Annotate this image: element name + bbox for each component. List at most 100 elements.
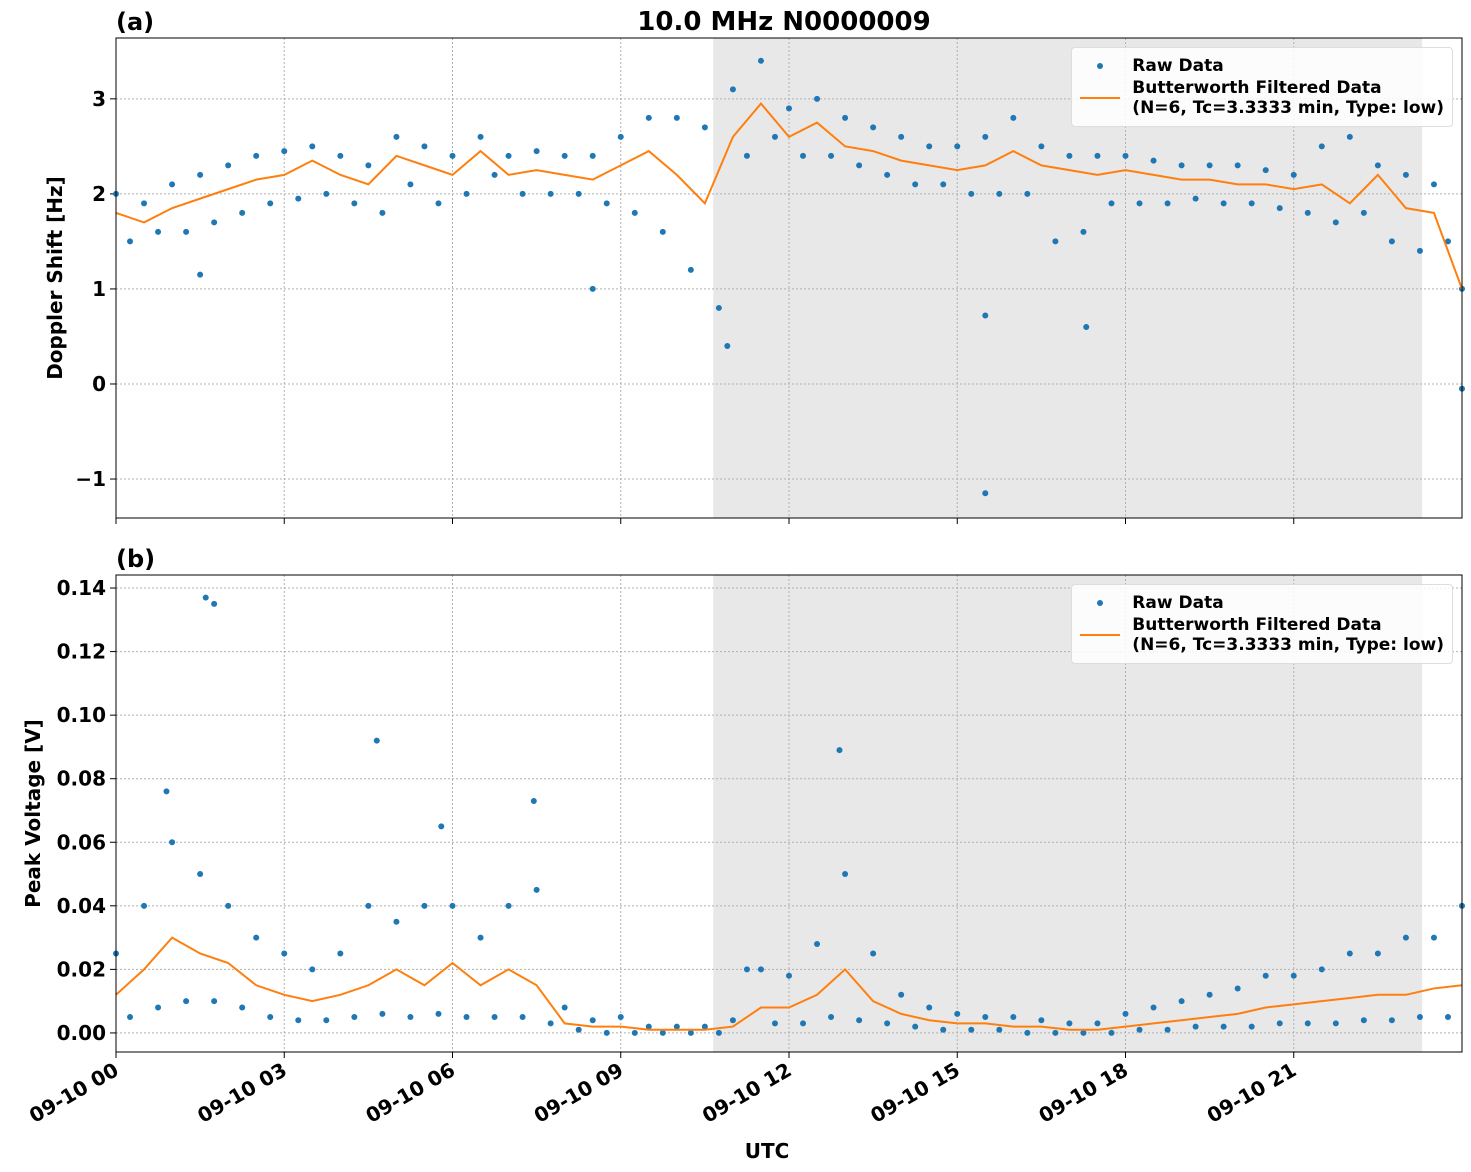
- data-point: [926, 143, 933, 150]
- y-tick-label: 0.10: [57, 703, 106, 727]
- data-point: [365, 162, 372, 169]
- data-point: [771, 1020, 778, 1027]
- data-point: [589, 285, 596, 292]
- legend-key: [1080, 78, 1121, 99]
- data-point: [225, 162, 232, 169]
- data-point: [828, 152, 835, 159]
- y-axis-label: Doppler Shift [Hz]: [43, 176, 67, 380]
- data-point: [379, 209, 386, 216]
- data-point: [1192, 195, 1199, 202]
- data-point: [743, 152, 750, 159]
- data-point: [337, 152, 344, 159]
- data-point: [155, 228, 162, 235]
- legend-label: Butterworth Filtered Data (N=6, Tc=3.333…: [1132, 615, 1444, 655]
- legend: Raw Data Butterworth Filtered Data (N=6, …: [1071, 584, 1453, 664]
- data-point: [1094, 152, 1101, 159]
- data-point: [267, 1014, 274, 1021]
- data-point: [435, 1010, 442, 1017]
- data-point: [547, 190, 554, 197]
- data-point: [1206, 162, 1213, 169]
- data-point: [309, 966, 316, 973]
- legend-entry: Butterworth Filtered Data (N=6, Tc=3.333…: [1080, 78, 1444, 118]
- data-point: [1276, 1020, 1283, 1027]
- data-point: [225, 902, 232, 909]
- data-point: [1444, 1014, 1451, 1021]
- data-point: [505, 902, 512, 909]
- data-point: [645, 114, 652, 121]
- data-point: [1276, 205, 1283, 212]
- data-point: [715, 304, 722, 311]
- data-point: [1346, 133, 1353, 140]
- data-point: [183, 228, 190, 235]
- data-point: [211, 600, 218, 607]
- data-point: [842, 871, 849, 878]
- data-point: [898, 991, 905, 998]
- x-tick-label: 09-10 06: [361, 1058, 459, 1128]
- data-point: [884, 1020, 891, 1027]
- data-point: [1052, 1029, 1059, 1036]
- data-point: [1136, 1026, 1143, 1033]
- data-point: [519, 1014, 526, 1021]
- data-point: [982, 133, 989, 140]
- x-tick-label: 09-10 21: [1203, 1058, 1301, 1128]
- data-point: [786, 105, 792, 112]
- data-point: [1360, 1017, 1367, 1024]
- data-point: [407, 1014, 414, 1021]
- data-point: [141, 200, 148, 207]
- data-point: [1220, 200, 1227, 207]
- y-tick-label: 0.04: [57, 894, 106, 918]
- data-point: [323, 1017, 330, 1024]
- y-tick-label: 0: [92, 372, 106, 396]
- data-point: [757, 57, 764, 64]
- legend-swatch: [1080, 634, 1121, 636]
- data-point: [547, 1020, 554, 1027]
- data-point: [1430, 181, 1437, 188]
- y-tick-label: 2: [92, 182, 106, 206]
- data-point: [940, 1026, 947, 1033]
- data-point: [1402, 934, 1409, 941]
- data-point: [141, 902, 148, 909]
- panel-label: (a): [116, 8, 154, 36]
- data-point: [1083, 323, 1090, 330]
- data-point: [421, 143, 428, 150]
- data-point: [1066, 1020, 1073, 1027]
- data-point: [337, 950, 344, 957]
- data-point: [202, 594, 209, 601]
- data-point: [1080, 1029, 1087, 1036]
- data-point: [1178, 162, 1185, 169]
- legend-swatch: [1080, 97, 1121, 99]
- data-point: [645, 1023, 652, 1030]
- data-point: [1220, 1023, 1227, 1030]
- data-point: [281, 950, 288, 957]
- data-point: [463, 190, 470, 197]
- data-point: [757, 966, 764, 973]
- data-point: [1024, 1029, 1031, 1036]
- legend-key: [1080, 593, 1120, 613]
- data-point: [729, 1017, 736, 1024]
- data-point: [197, 271, 204, 278]
- data-point: [197, 171, 204, 178]
- data-point: [393, 133, 400, 140]
- data-point: [505, 152, 512, 159]
- data-point: [1066, 152, 1073, 159]
- data-point: [491, 1014, 498, 1021]
- data-point: [239, 1004, 246, 1011]
- data-point: [589, 1017, 596, 1024]
- data-point: [1122, 152, 1129, 159]
- data-point: [373, 737, 380, 744]
- data-point: [365, 902, 372, 909]
- x-tick-label: 09-10 03: [193, 1058, 291, 1128]
- legend-swatch: [1097, 63, 1104, 69]
- data-point: [870, 124, 877, 131]
- data-point: [631, 209, 638, 216]
- data-point: [1248, 1023, 1255, 1030]
- data-point: [996, 1026, 1003, 1033]
- data-point: [1038, 1017, 1045, 1024]
- data-point: [1430, 934, 1437, 941]
- data-point: [1374, 950, 1381, 957]
- data-point: [814, 95, 821, 102]
- data-point: [295, 195, 302, 202]
- data-point: [169, 839, 176, 846]
- data-point: [530, 797, 537, 804]
